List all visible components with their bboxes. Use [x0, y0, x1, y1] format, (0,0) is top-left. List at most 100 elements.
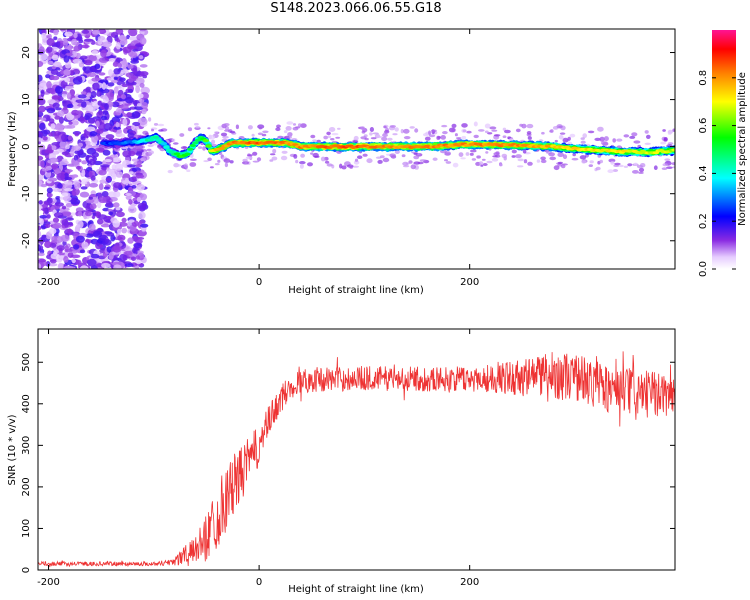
ridge-cell	[194, 138, 202, 142]
scatter-speckle	[382, 133, 388, 138]
noise-speckle	[80, 91, 87, 95]
noise-speckle	[107, 208, 113, 213]
noise-speckle	[89, 203, 97, 210]
noise-speckle	[41, 168, 49, 172]
scatter-speckle	[384, 129, 390, 134]
scatter-speckle	[653, 165, 658, 170]
noise-speckle	[113, 202, 120, 208]
scatter-speckle	[526, 123, 534, 129]
scatter-speckle	[423, 133, 429, 137]
scatter-speckle	[494, 154, 501, 158]
noise-speckle	[137, 117, 148, 126]
scatter-speckle	[616, 138, 623, 142]
noise-speckle	[125, 193, 132, 196]
noise-speckle	[117, 228, 122, 234]
noise-speckle	[119, 77, 126, 82]
scatter-speckle	[223, 158, 231, 163]
noise-speckle	[74, 182, 81, 190]
noise-speckle	[49, 259, 57, 264]
scatter-speckle	[258, 127, 263, 130]
noise-speckle	[92, 230, 103, 238]
scatter-speckle	[607, 169, 614, 174]
noise-speckle	[63, 55, 70, 63]
noise-speckle	[75, 259, 82, 265]
scatter-speckle	[151, 128, 154, 132]
scatter-speckle	[189, 158, 197, 161]
noise-speckle	[140, 108, 147, 115]
noise-speckle	[127, 78, 134, 83]
noise-speckle	[46, 81, 52, 89]
noise-speckle	[88, 196, 93, 200]
scatter-speckle	[361, 130, 366, 134]
noise-speckle	[120, 94, 126, 100]
noise-speckle	[98, 72, 106, 76]
scatter-speckle	[272, 149, 277, 154]
noise-speckle	[63, 183, 73, 189]
noise-speckle	[98, 183, 104, 191]
noise-speckle	[90, 253, 100, 259]
scatter-speckle	[293, 154, 298, 159]
scatter-speckle	[148, 150, 154, 155]
noise-speckle	[100, 164, 110, 168]
scatter-speckle	[195, 125, 200, 129]
scatter-speckle	[432, 157, 438, 161]
scatter-speckle	[444, 159, 448, 162]
noise-speckle	[131, 185, 137, 189]
spectrogram-y-axis-label: Frequency (Hz)	[7, 111, 18, 187]
scatter-speckle	[275, 127, 281, 132]
scatter-speckle	[515, 128, 521, 133]
noise-speckle	[40, 183, 48, 188]
noise-speckle	[63, 181, 73, 185]
scatter-speckle	[286, 121, 294, 125]
scatter-speckle	[515, 154, 522, 159]
scatter-speckle	[579, 155, 587, 160]
noise-speckle	[112, 157, 122, 163]
noise-speckle	[88, 223, 96, 231]
noise-speckle	[49, 228, 57, 235]
scatter-speckle	[571, 157, 579, 161]
noise-speckle	[127, 237, 134, 244]
noise-speckle	[138, 211, 146, 220]
scatter-speckle	[366, 158, 373, 164]
scatter-speckle	[357, 155, 363, 159]
scatter-speckle	[379, 155, 385, 159]
scatter-speckle	[280, 155, 288, 161]
y-tick-label: 20	[21, 46, 32, 59]
scatter-speckle	[307, 162, 313, 167]
scatter-speckle	[376, 135, 383, 139]
noise-speckle	[127, 64, 134, 69]
noise-speckle	[97, 147, 105, 153]
scatter-speckle	[662, 129, 666, 132]
scatter-speckle	[223, 123, 230, 127]
noise-speckle	[40, 89, 45, 97]
noise-speckle	[105, 178, 112, 182]
noise-speckle	[125, 72, 134, 78]
noise-speckle	[38, 74, 43, 83]
y-tick-label: -10	[21, 186, 32, 202]
noise-speckle	[65, 61, 72, 69]
scatter-speckle	[402, 161, 409, 166]
noise-speckle	[39, 122, 46, 131]
ridge-cell	[184, 152, 191, 156]
noise-speckle	[40, 117, 47, 122]
noise-speckle	[126, 112, 133, 117]
scatter-speckle	[587, 130, 595, 134]
noise-speckle	[128, 219, 135, 223]
noise-speckle	[139, 29, 147, 32]
scatter-speckle	[377, 159, 383, 164]
noise-speckle	[115, 121, 120, 128]
scatter-speckle	[328, 127, 336, 132]
scatter-speckle	[247, 125, 253, 130]
scatter-speckle	[229, 130, 236, 134]
scatter-speckle	[381, 136, 388, 141]
scatter-speckle	[414, 128, 419, 133]
noise-speckle	[60, 234, 70, 242]
noise-speckle	[111, 101, 120, 108]
scatter-speckle	[203, 160, 209, 163]
noise-speckle	[138, 93, 144, 99]
scatter-speckle	[599, 136, 605, 142]
noise-speckle	[59, 255, 65, 261]
noise-speckle	[38, 174, 44, 181]
noise-speckle	[40, 225, 46, 230]
noise-speckle	[108, 89, 114, 93]
